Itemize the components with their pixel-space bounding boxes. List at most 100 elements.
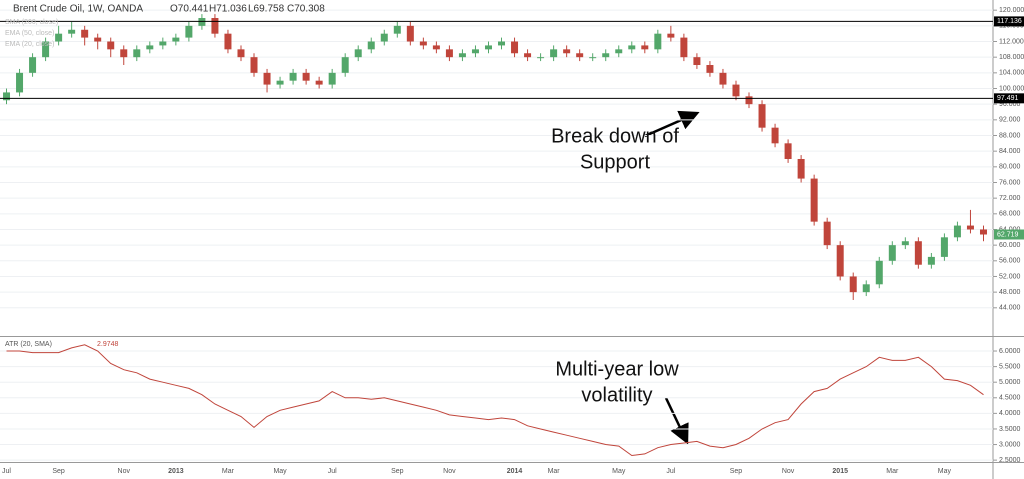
annotation: Break down of [551, 125, 679, 147]
y-tick-label: 3.0000 [999, 441, 1021, 448]
x-tick-label: Nov [443, 468, 456, 475]
y-tick-label: 72.000 [999, 195, 1021, 202]
candle-body [901, 241, 909, 246]
level-label: 117.136 [997, 18, 1022, 25]
x-tick-label: 2013 [168, 468, 184, 475]
x-tick-label: Sep [730, 468, 743, 475]
y-tick-label: 52.000 [999, 273, 1021, 280]
y-tick-label: 68.000 [999, 211, 1021, 218]
y-tick-label: 104.000 [999, 70, 1024, 77]
x-tick-label: Jul [328, 468, 337, 475]
candle-body [315, 80, 323, 85]
candle-body [823, 221, 831, 246]
candle-body [146, 45, 154, 50]
annotation: volatility [581, 384, 652, 406]
x-tick-label: May [938, 468, 952, 475]
candle-body [432, 45, 440, 50]
candle-body [406, 25, 414, 42]
candle-body [511, 41, 519, 54]
x-tick-label: May [612, 468, 626, 475]
candle-body [341, 57, 349, 73]
y-tick-label: 2.5000 [999, 457, 1021, 464]
last-price-box [994, 229, 1024, 240]
candle-body [458, 53, 466, 58]
candle-body [107, 41, 115, 50]
candle-body [758, 104, 766, 128]
candle-body [654, 33, 662, 50]
candle-body [836, 245, 844, 277]
candle-body [940, 237, 948, 257]
candle-body [732, 84, 740, 97]
y-tick-label: 60.000 [999, 242, 1021, 249]
candle-body [563, 49, 571, 54]
candle-body [953, 225, 961, 238]
y-tick-label: 112.000 [999, 38, 1024, 45]
y-tick-label: 44.000 [999, 305, 1021, 312]
candle-body [550, 49, 558, 58]
annotation: Support [580, 151, 650, 173]
candle-body [914, 241, 922, 265]
candle-body [120, 49, 128, 58]
candle-body [576, 53, 584, 58]
candle-body [875, 260, 883, 285]
x-tick-label: Mar [886, 468, 899, 475]
candle-body [289, 72, 297, 81]
candle-body [589, 57, 597, 59]
y-tick-label: 88.000 [999, 132, 1021, 139]
candle-body [979, 229, 987, 235]
candle-body [602, 53, 610, 58]
x-tick-label: Mar [222, 468, 235, 475]
candle-body [862, 284, 870, 293]
candle-body [263, 72, 271, 85]
candle-body [680, 37, 688, 58]
x-tick-label: Jul [2, 468, 11, 475]
x-tick-label: Sep [52, 468, 65, 475]
candle-body [471, 49, 479, 54]
y-tick-label: 76.000 [999, 179, 1021, 186]
y-tick-label: 3.5000 [999, 426, 1021, 433]
candle-body [693, 57, 701, 66]
ohlc-legend: L69.758 [248, 4, 285, 15]
atr-line [6, 344, 984, 457]
candle-body [185, 25, 193, 38]
candle-body [198, 18, 206, 26]
candle-body [615, 49, 623, 54]
y-tick-label: 4.5000 [999, 395, 1021, 402]
last-price-label: 62.719 [997, 231, 1019, 238]
candle-body [797, 158, 805, 179]
y-tick-label: 96.000 [999, 101, 1021, 108]
candle-body [237, 49, 245, 58]
candle-body [771, 127, 779, 144]
candle-body [810, 178, 818, 222]
candle-body [888, 245, 896, 261]
y-tick-label: 5.5000 [999, 363, 1021, 370]
candle-body [393, 25, 401, 34]
candle-body [224, 33, 232, 50]
y-tick-label: 6.0000 [999, 348, 1021, 355]
candle-body [537, 57, 545, 59]
candle-body [367, 41, 375, 50]
candle-body [250, 57, 258, 73]
candle-body [849, 276, 857, 293]
candle-body [328, 72, 336, 85]
y-tick-label: 100.000 [999, 85, 1024, 92]
indicator-legend: EMA (50, close) [5, 30, 54, 37]
candle-body [706, 65, 714, 73]
candle-body [354, 49, 362, 58]
candle-body [927, 256, 935, 265]
indicator-title: ATR (20, SMA) [5, 341, 52, 348]
candle-body [276, 80, 284, 85]
y-tick-label: 4.0000 [999, 410, 1021, 417]
y-tick-label: 80.000 [999, 164, 1021, 171]
candle-body [745, 96, 753, 105]
candle-body [419, 41, 427, 46]
candle-body [784, 143, 792, 159]
candle-body [484, 45, 492, 50]
candle-body [133, 49, 141, 58]
y-tick-label: 108.000 [999, 54, 1024, 61]
x-tick-label: May [273, 468, 287, 475]
x-tick-label: 2015 [832, 468, 848, 475]
x-tick-label: 2014 [507, 468, 523, 475]
candle-body [628, 45, 636, 50]
